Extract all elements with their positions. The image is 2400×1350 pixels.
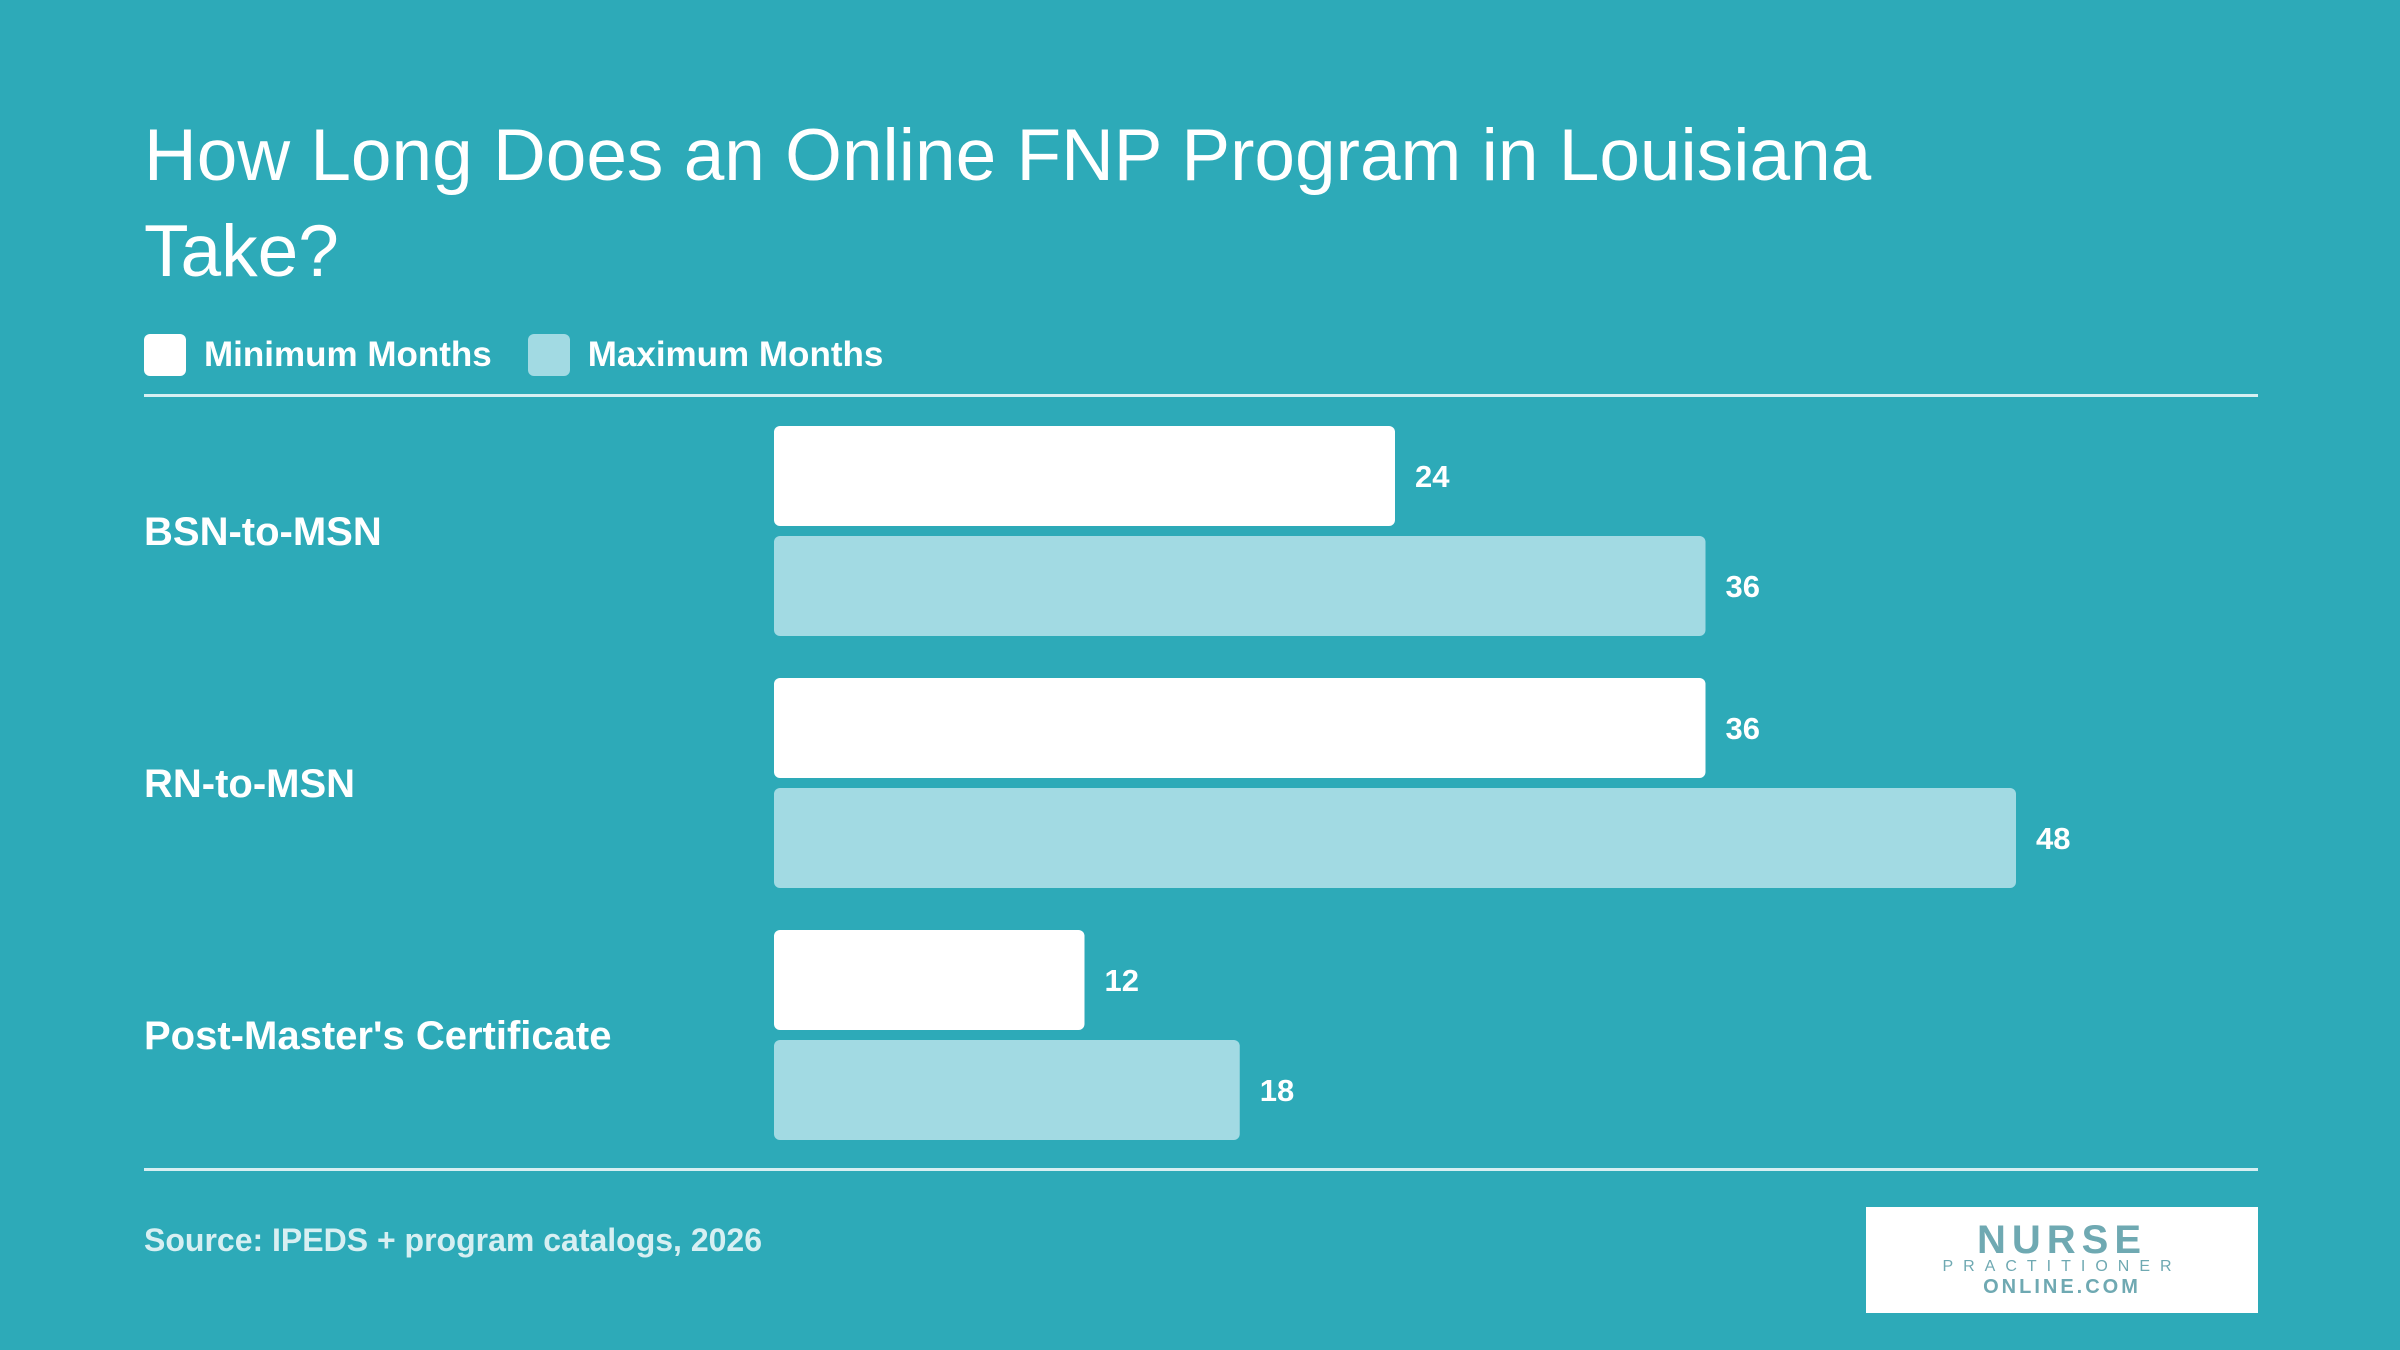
data-label: 36 (1726, 711, 1760, 746)
data-label: 36 (1726, 569, 1760, 604)
legend-label-maximum: Maximum Months (587, 335, 884, 374)
source-note: Source: IPEDS + program catalogs, 2026 (144, 1222, 763, 1258)
legend: Minimum Months Maximum Months (144, 334, 919, 376)
legend-item-minimum: Minimum Months (144, 334, 492, 376)
bar-minimum (774, 426, 1395, 526)
data-label: 18 (1260, 1073, 1294, 1108)
site-logo: NURSE PRACTITIONER ONLINE.COM (1866, 1207, 2258, 1313)
legend-swatch-minimum (144, 334, 186, 376)
legend-label-minimum: Minimum Months (204, 335, 492, 374)
category-label: RN-to-MSN (144, 762, 355, 806)
bar-maximum (774, 536, 1706, 636)
logo-line-2: PRACTITIONER (1942, 1258, 2182, 1275)
logo-line-3: ONLINE.COM (1983, 1276, 2141, 1298)
bar-maximum (774, 1040, 1240, 1140)
category-label: BSN-to-MSN (144, 510, 382, 554)
legend-swatch-maximum (527, 334, 570, 376)
category-label: Post-Master's Certificate (144, 1014, 611, 1058)
chart-title: How Long Does an Online FNP Program in L… (144, 115, 1872, 292)
bar-maximum (774, 788, 2016, 888)
bottom-divider (144, 1168, 2258, 1171)
data-label: 24 (1415, 459, 1450, 494)
data-label: 12 (1105, 963, 1139, 998)
bar-minimum (774, 930, 1085, 1030)
top-divider (144, 394, 2258, 397)
legend-item-maximum: Maximum Months (527, 334, 884, 376)
logo-line-1: NURSE (1976, 1218, 2148, 1262)
bar-minimum (774, 678, 1706, 778)
data-label: 48 (2036, 821, 2070, 856)
